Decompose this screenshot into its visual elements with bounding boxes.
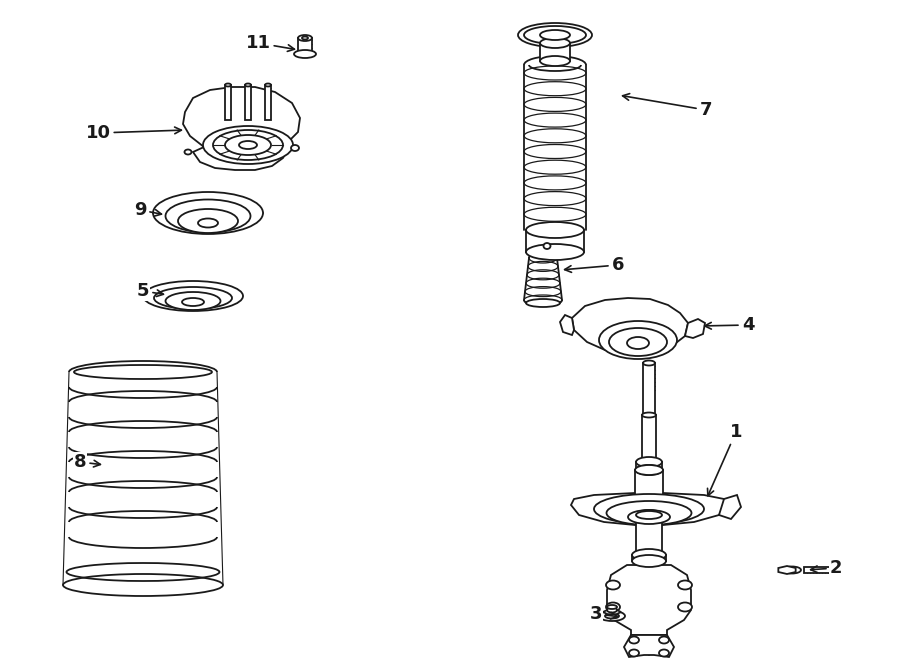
- Ellipse shape: [198, 219, 218, 227]
- Polygon shape: [572, 298, 688, 354]
- Ellipse shape: [606, 580, 620, 590]
- Text: 2: 2: [811, 559, 842, 577]
- Ellipse shape: [607, 605, 617, 609]
- Ellipse shape: [636, 556, 662, 564]
- Ellipse shape: [606, 602, 620, 611]
- Bar: [540, 43, 570, 61]
- Ellipse shape: [166, 292, 220, 310]
- Ellipse shape: [540, 38, 570, 48]
- Ellipse shape: [526, 222, 584, 238]
- Ellipse shape: [783, 566, 801, 574]
- Ellipse shape: [526, 244, 584, 260]
- Ellipse shape: [643, 360, 655, 366]
- Ellipse shape: [678, 580, 692, 590]
- Ellipse shape: [632, 555, 666, 567]
- Polygon shape: [571, 493, 727, 525]
- Text: 4: 4: [705, 316, 754, 334]
- Ellipse shape: [632, 549, 666, 561]
- Text: 11: 11: [246, 34, 294, 52]
- Ellipse shape: [607, 501, 691, 525]
- Ellipse shape: [544, 243, 551, 249]
- Ellipse shape: [636, 511, 662, 519]
- Ellipse shape: [659, 650, 669, 656]
- Bar: [643, 363, 655, 415]
- Ellipse shape: [540, 30, 570, 40]
- Text: 8: 8: [74, 453, 101, 471]
- Bar: [298, 38, 312, 54]
- Ellipse shape: [607, 607, 617, 613]
- Polygon shape: [624, 635, 674, 657]
- Bar: [636, 515, 662, 560]
- Text: 10: 10: [86, 124, 182, 142]
- Ellipse shape: [291, 145, 299, 151]
- Ellipse shape: [540, 56, 570, 66]
- Ellipse shape: [182, 298, 204, 306]
- Polygon shape: [603, 610, 621, 614]
- Ellipse shape: [245, 83, 251, 87]
- Polygon shape: [778, 566, 796, 574]
- Ellipse shape: [659, 637, 669, 644]
- Ellipse shape: [526, 299, 560, 307]
- Ellipse shape: [594, 494, 704, 524]
- Ellipse shape: [225, 83, 231, 87]
- Ellipse shape: [599, 611, 625, 621]
- Text: 6: 6: [564, 256, 625, 274]
- Ellipse shape: [609, 328, 667, 356]
- Ellipse shape: [636, 465, 662, 475]
- Ellipse shape: [265, 83, 271, 87]
- Ellipse shape: [635, 510, 663, 520]
- Ellipse shape: [642, 412, 656, 418]
- Ellipse shape: [302, 36, 308, 40]
- Bar: [642, 415, 656, 462]
- Ellipse shape: [203, 126, 293, 164]
- Ellipse shape: [178, 209, 238, 233]
- Bar: [526, 230, 584, 252]
- Polygon shape: [685, 319, 705, 338]
- Ellipse shape: [294, 50, 316, 58]
- Ellipse shape: [239, 141, 257, 149]
- Ellipse shape: [153, 192, 263, 234]
- Ellipse shape: [599, 321, 677, 359]
- Text: 1: 1: [707, 423, 742, 496]
- Bar: [635, 470, 663, 515]
- Polygon shape: [193, 147, 287, 170]
- Ellipse shape: [678, 602, 692, 611]
- Ellipse shape: [629, 637, 639, 644]
- Ellipse shape: [605, 613, 619, 619]
- Ellipse shape: [154, 287, 232, 309]
- Ellipse shape: [143, 281, 243, 311]
- Ellipse shape: [628, 510, 670, 524]
- Ellipse shape: [636, 457, 662, 467]
- Ellipse shape: [524, 26, 586, 44]
- Text: 3: 3: [590, 605, 617, 623]
- Polygon shape: [560, 315, 574, 335]
- Bar: [632, 555, 666, 561]
- Ellipse shape: [225, 135, 271, 155]
- Polygon shape: [607, 565, 691, 635]
- Ellipse shape: [518, 23, 592, 47]
- Polygon shape: [719, 495, 741, 519]
- Text: 7: 7: [623, 94, 712, 119]
- Text: 5: 5: [137, 282, 164, 300]
- Polygon shape: [183, 87, 300, 156]
- Bar: [804, 567, 832, 573]
- Ellipse shape: [213, 130, 283, 160]
- Text: 9: 9: [134, 201, 161, 219]
- Ellipse shape: [298, 35, 312, 41]
- Bar: [636, 462, 662, 470]
- Bar: [265, 85, 271, 120]
- Bar: [245, 85, 251, 120]
- Bar: [225, 85, 231, 120]
- Ellipse shape: [629, 650, 639, 656]
- Ellipse shape: [184, 149, 192, 155]
- Ellipse shape: [627, 337, 649, 349]
- Ellipse shape: [166, 200, 250, 233]
- Polygon shape: [832, 567, 837, 573]
- Ellipse shape: [635, 465, 663, 475]
